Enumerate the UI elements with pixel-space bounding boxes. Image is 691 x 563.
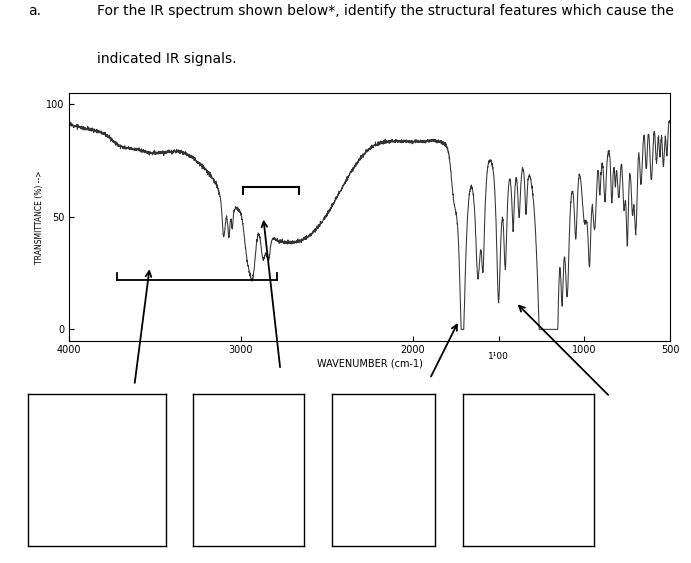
Text: 1¹00: 1¹00: [488, 352, 509, 361]
Text: indicated IR signals.: indicated IR signals.: [97, 52, 236, 66]
Text: For the IR spectrum shown below*, identify the structural features which cause t: For the IR spectrum shown below*, identi…: [97, 4, 674, 18]
Text: a.: a.: [28, 4, 41, 18]
X-axis label: WAVENUMBER (cm-1): WAVENUMBER (cm-1): [316, 358, 423, 368]
Y-axis label: TRANSMITTANCE (%) -->: TRANSMITTANCE (%) -->: [35, 170, 44, 263]
